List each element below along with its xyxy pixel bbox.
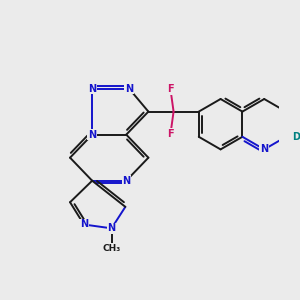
Text: N: N [107, 223, 116, 233]
Text: D: D [292, 132, 300, 142]
Text: F: F [167, 129, 174, 139]
Text: F: F [167, 85, 174, 94]
Text: N: N [260, 144, 268, 154]
Text: N: N [125, 84, 133, 94]
Text: N: N [80, 220, 88, 230]
Text: CH₃: CH₃ [102, 244, 121, 253]
Text: N: N [88, 130, 96, 140]
Text: N: N [122, 176, 130, 186]
Text: N: N [88, 84, 96, 94]
